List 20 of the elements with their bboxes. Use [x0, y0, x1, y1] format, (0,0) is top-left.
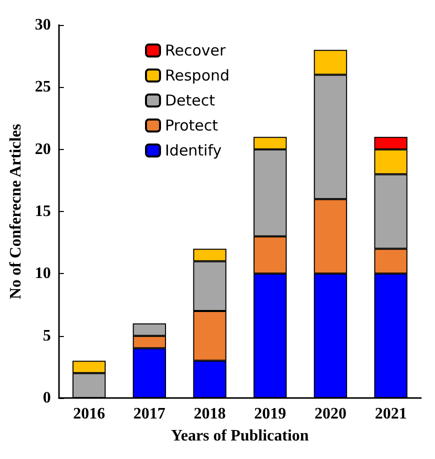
x-tick-label: 2016: [73, 406, 106, 422]
y-tick-label: 15: [34, 203, 51, 220]
y-tick-label: 30: [34, 16, 51, 34]
y-tick-label: 20: [34, 140, 51, 158]
x-tick-label: 2018: [194, 406, 226, 422]
legend-label: Recover: [165, 42, 227, 60]
y-tick-label: 0: [42, 390, 51, 406]
legend-label: Identify: [165, 142, 222, 160]
x-tick-label: 2020: [314, 406, 346, 422]
legend-label: Detect: [165, 92, 216, 110]
x-tick-label: 2021: [374, 406, 407, 422]
legend-label: Respond: [165, 66, 230, 84]
x-tick-label: 2017: [133, 406, 166, 422]
y-tick-label: 5: [42, 327, 51, 344]
y-tick-label: 10: [34, 265, 51, 282]
x-tick-label: 2019: [254, 406, 286, 422]
y-tick-label: 25: [34, 78, 51, 96]
x-axis-title: Years of Publication: [171, 428, 309, 444]
legend-label: Protect: [165, 116, 218, 134]
y-axis-title: No of Conferecne Articles: [8, 124, 24, 300]
